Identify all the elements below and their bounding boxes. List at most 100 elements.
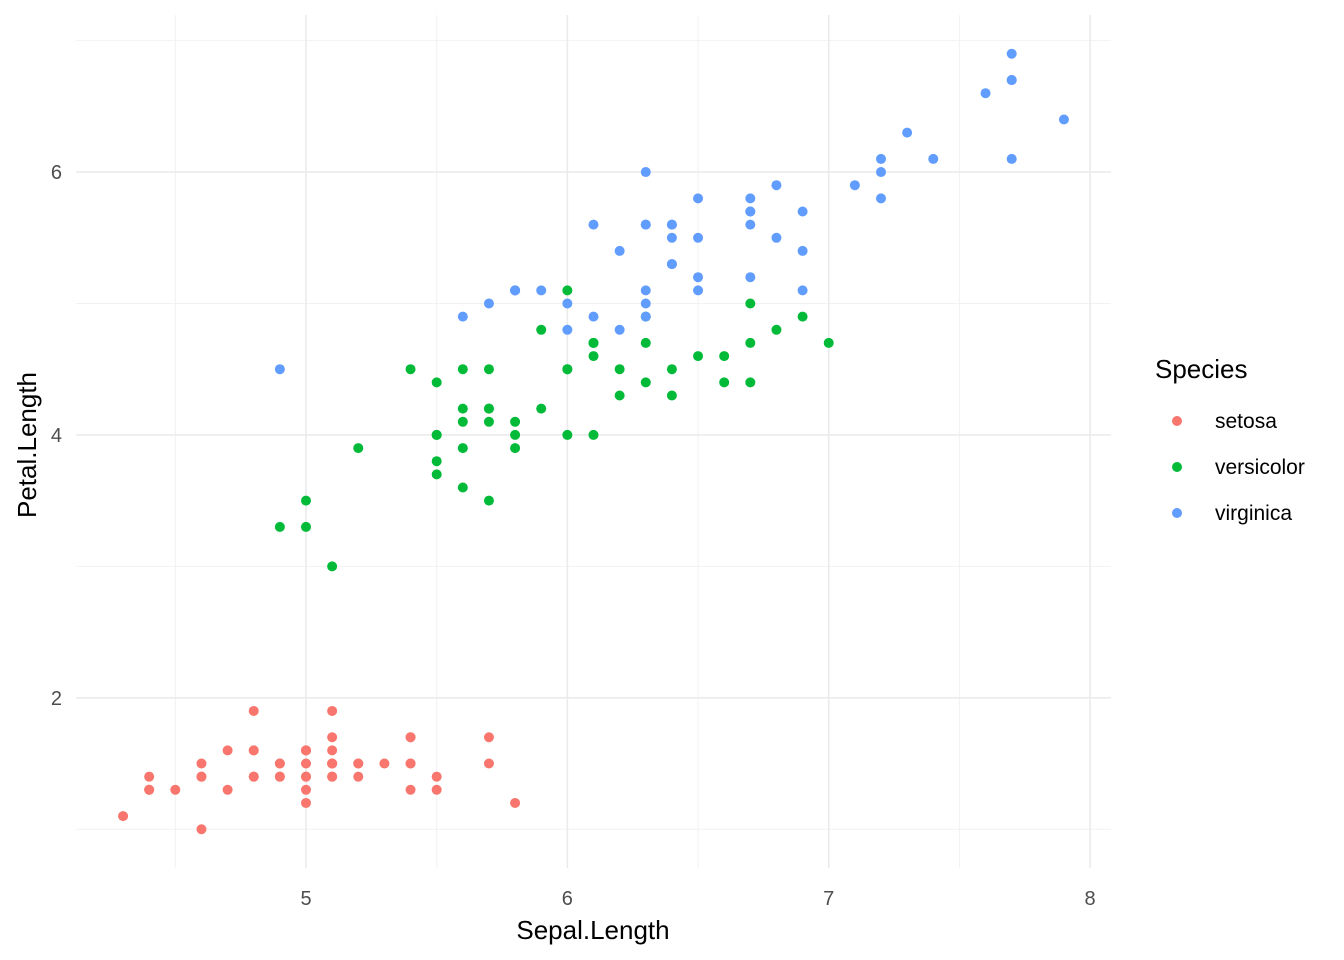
grid [76, 15, 1111, 868]
data-point [640, 285, 651, 296]
data-point [301, 784, 311, 795]
legend-label: setosa [1215, 410, 1277, 433]
data-point [483, 732, 494, 743]
data-point [1006, 75, 1017, 86]
data-point [431, 377, 442, 388]
data-point [327, 745, 338, 756]
data-point [327, 561, 338, 572]
series-versicolor [274, 285, 834, 572]
data-point [1006, 153, 1017, 164]
data-point [536, 403, 547, 414]
data-point [745, 193, 756, 204]
data-point [483, 403, 494, 414]
data-point [431, 784, 442, 795]
data-point [327, 732, 338, 743]
data-point [745, 206, 756, 217]
data-point [640, 219, 651, 230]
data-point [457, 311, 468, 322]
data-point [379, 758, 390, 769]
data-point [118, 811, 129, 822]
data-point [457, 482, 468, 493]
data-point [431, 456, 442, 467]
data-points [118, 48, 1069, 835]
data-point [457, 416, 468, 427]
legend-key [1172, 508, 1182, 518]
y-tick-label: 4 [51, 425, 62, 447]
data-point [588, 429, 599, 440]
data-point [823, 337, 834, 348]
legend-entry-versicolor: versicolor [1172, 456, 1305, 479]
legend-label: virginica [1215, 502, 1292, 525]
legend-entry-setosa: setosa [1172, 410, 1277, 433]
data-point [902, 127, 913, 138]
x-tick-label: 5 [300, 888, 311, 910]
data-point [353, 443, 364, 454]
y-axis-ticks: 2 4 6 [51, 162, 62, 710]
data-point [274, 364, 285, 375]
data-point [510, 443, 521, 454]
legend-label: versicolor [1215, 456, 1305, 479]
data-point [693, 232, 704, 243]
data-point [588, 351, 599, 362]
data-point [745, 337, 756, 348]
data-point [980, 88, 991, 99]
data-point [719, 351, 730, 362]
data-point [274, 521, 285, 532]
data-point [536, 324, 547, 335]
data-point [301, 797, 311, 808]
data-point [144, 784, 155, 795]
data-point [640, 311, 651, 322]
x-axis-title: Sepal.Length [516, 915, 669, 945]
data-point [405, 364, 416, 375]
data-point [562, 324, 573, 335]
data-point [640, 167, 651, 178]
data-point [640, 298, 651, 309]
legend-title: Species [1155, 354, 1248, 384]
data-point [222, 784, 233, 795]
data-point [745, 298, 756, 309]
data-point [797, 245, 808, 256]
data-point [719, 377, 730, 388]
data-point [588, 311, 599, 322]
series-setosa [118, 705, 521, 835]
data-point [327, 705, 338, 716]
data-point [510, 285, 521, 296]
data-point [562, 285, 573, 296]
data-point [457, 403, 468, 414]
data-point [327, 758, 338, 769]
data-point [771, 180, 782, 191]
data-point [301, 758, 311, 769]
data-point [771, 232, 782, 243]
data-point [327, 771, 338, 782]
data-point [745, 377, 756, 388]
data-point [248, 771, 259, 782]
data-point [301, 521, 311, 532]
data-point [693, 351, 704, 362]
data-point [222, 745, 233, 756]
data-point [196, 758, 207, 769]
data-point [274, 771, 285, 782]
data-point [562, 429, 573, 440]
data-point [640, 337, 651, 348]
data-point [562, 364, 573, 375]
series-virginica [274, 48, 1069, 375]
data-point [876, 153, 886, 164]
data-point [301, 745, 311, 756]
data-point [588, 337, 599, 348]
data-point [693, 272, 704, 283]
data-point [640, 377, 651, 388]
data-point [301, 495, 311, 506]
data-point [353, 771, 364, 782]
data-point [562, 298, 573, 309]
data-point [196, 771, 207, 782]
data-point [457, 364, 468, 375]
data-point [745, 219, 756, 230]
data-point [405, 732, 416, 743]
x-tick-label: 8 [1085, 888, 1096, 910]
data-point [431, 469, 442, 480]
legend-key [1172, 462, 1182, 472]
data-point [614, 390, 625, 401]
x-tick-label: 6 [562, 888, 573, 910]
data-point [666, 259, 677, 270]
